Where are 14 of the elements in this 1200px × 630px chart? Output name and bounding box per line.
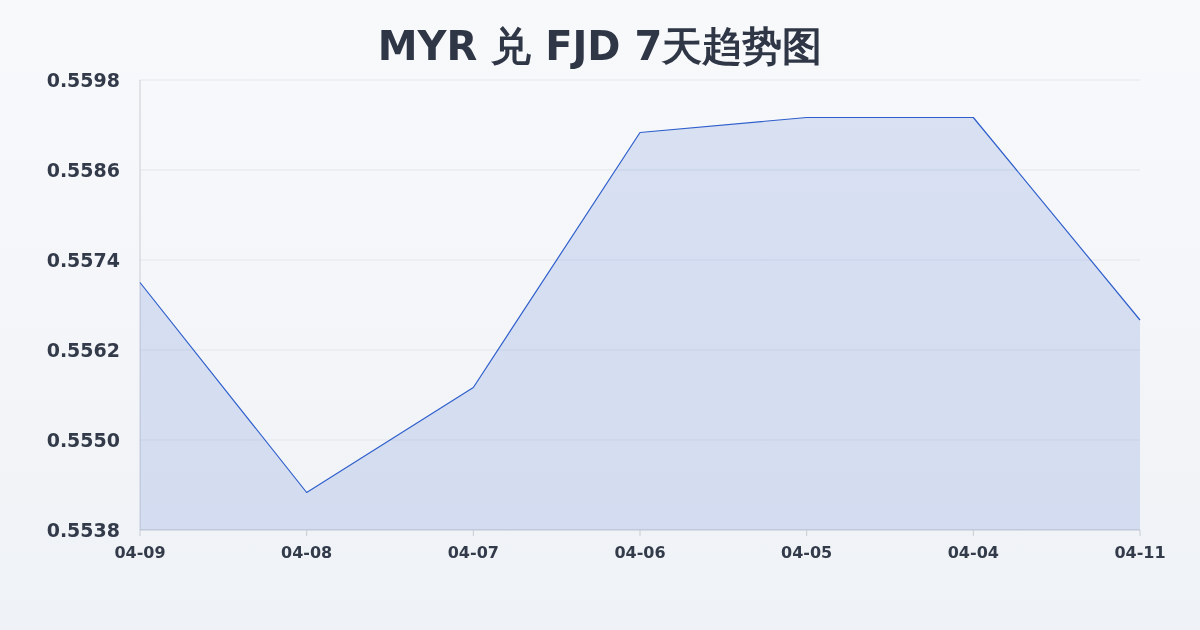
x-tick-label: 04-06 bbox=[614, 543, 666, 562]
x-tick-label: 04-04 bbox=[947, 543, 999, 562]
y-tick-label: 0.5586 bbox=[46, 159, 120, 181]
y-tick-label: 0.5538 bbox=[46, 519, 120, 541]
y-tick-label: 0.5574 bbox=[46, 249, 120, 271]
x-tick-label: 04-11 bbox=[1114, 543, 1166, 562]
x-tick-label: 04-08 bbox=[281, 543, 333, 562]
x-tick-label: 04-05 bbox=[781, 543, 833, 562]
y-tick-label: 0.5550 bbox=[46, 429, 120, 451]
y-tick-label: 0.5562 bbox=[46, 339, 120, 361]
y-tick-label: 0.5598 bbox=[46, 69, 120, 91]
x-tick-label: 04-09 bbox=[114, 543, 166, 562]
x-tick-label: 04-07 bbox=[447, 543, 499, 562]
chart-title: MYR 兑 FJD 7天趋势图 bbox=[377, 23, 823, 69]
